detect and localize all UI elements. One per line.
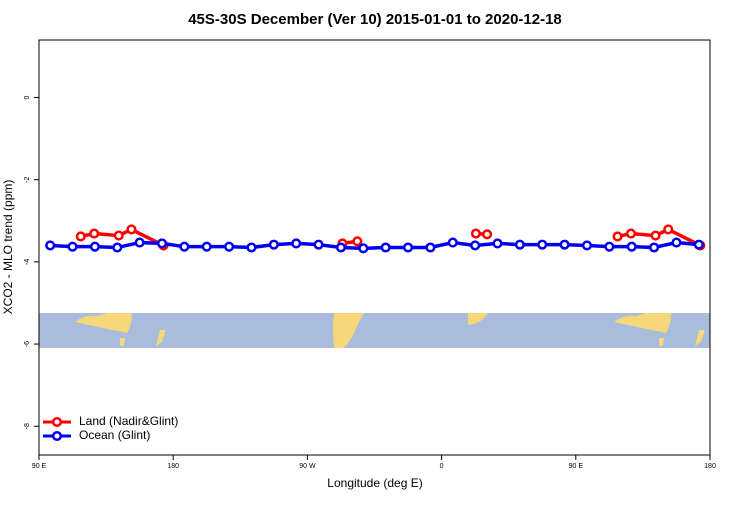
point: [625, 228, 637, 239]
x-tick-label: 180: [167, 463, 179, 470]
point: [492, 238, 503, 249]
map-strip: [39, 313, 710, 348]
point: [126, 224, 137, 235]
point: [113, 230, 124, 241]
x-tick-label: 90 E: [32, 463, 47, 470]
y-tick-label: -6: [24, 341, 31, 347]
point: [559, 239, 570, 250]
point: [179, 241, 190, 252]
point: [45, 240, 56, 251]
point: [604, 241, 615, 252]
y-tick-label: 0: [24, 95, 31, 99]
point: [201, 241, 212, 252]
y-tick-label: -4: [24, 259, 31, 265]
point: [671, 237, 682, 248]
legend-marker: [51, 430, 63, 442]
y-tick-label: -2: [24, 176, 31, 182]
point: [425, 242, 436, 253]
point: [156, 238, 168, 249]
chart-title: 45S-30S December (Ver 10) 2015-01-01 to …: [188, 11, 562, 28]
series-line: [50, 240, 699, 251]
point: [335, 242, 347, 253]
point: [268, 239, 279, 250]
point: [470, 240, 481, 251]
point: [447, 237, 458, 248]
point: [75, 231, 86, 242]
point: [581, 240, 593, 251]
point: [649, 242, 660, 253]
point: [650, 230, 661, 241]
point: [67, 241, 78, 252]
x-axis-label: Longitude (deg E): [327, 476, 422, 490]
point: [89, 241, 100, 252]
point: [482, 229, 493, 240]
point: [313, 239, 324, 250]
point: [380, 242, 391, 253]
legend-label: Land (Nadir&Glint): [79, 414, 178, 428]
point: [224, 241, 235, 252]
point: [537, 239, 548, 250]
x-tick-label: 0: [440, 463, 444, 470]
point: [246, 242, 257, 253]
x-tick-label: 90 E: [569, 463, 584, 470]
point: [291, 238, 302, 249]
point: [89, 228, 100, 239]
plot-frame: [38, 39, 711, 456]
point: [352, 236, 363, 247]
point: [134, 237, 145, 248]
point: [112, 242, 123, 253]
x-tick-label: 180: [704, 463, 716, 470]
point: [626, 241, 637, 252]
point: [470, 228, 481, 239]
x-tick-label: 90 W: [299, 463, 316, 470]
point: [612, 231, 623, 242]
point: [693, 239, 704, 250]
legend-label: Ocean (Glint): [79, 428, 150, 442]
point: [663, 224, 674, 235]
point: [358, 243, 369, 254]
point: [403, 242, 414, 253]
y-tick-label: -8: [24, 423, 31, 429]
legend-marker: [51, 416, 63, 428]
point: [514, 239, 525, 250]
y-axis-label: XCO2 - MLO trend (ppm): [1, 180, 15, 315]
